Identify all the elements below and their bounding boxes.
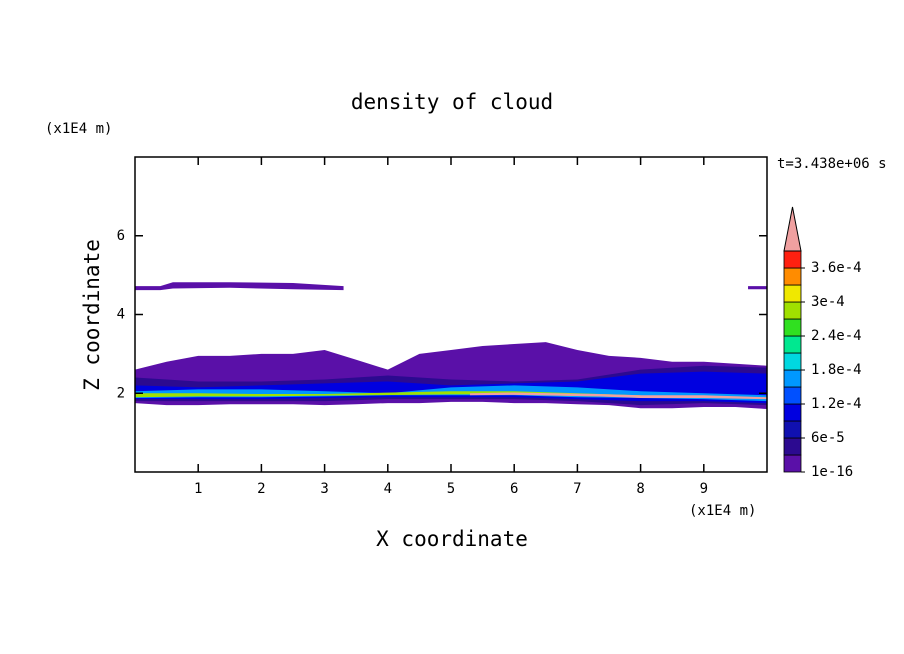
colorbar-band — [783, 386, 802, 405]
x-axis-label: X coordinate — [376, 527, 528, 551]
cloud-layer — [135, 282, 344, 291]
colorbar-band — [783, 352, 802, 371]
colorbar-band — [783, 454, 802, 473]
colorbar-band — [783, 267, 802, 286]
x-tick-label: 4 — [384, 481, 392, 497]
colorbar-band — [783, 420, 802, 439]
colorbar-extend — [783, 206, 802, 252]
cloud-layer — [469, 392, 767, 400]
chart-title: density of cloud — [351, 90, 553, 114]
x-unit: (x1E4 m) — [689, 503, 756, 519]
colorbar-tick-label: 1.8e-4 — [811, 362, 862, 378]
colorbar-band — [783, 369, 802, 388]
colorbar-band — [783, 318, 802, 337]
x-tick-label: 1 — [194, 481, 202, 497]
x-tick-label: 5 — [447, 481, 455, 497]
colorbar-band — [783, 335, 802, 354]
colorbar-tick-label: 2.4e-4 — [811, 328, 862, 344]
colorbar-tick-label: 3e-4 — [811, 294, 845, 310]
colorbar-tick-label: 1.2e-4 — [811, 396, 862, 412]
colorbar-tick-label: 1e-16 — [811, 464, 853, 480]
y-unit: (x1E4 m) — [45, 121, 112, 137]
x-tick-label: 7 — [573, 481, 581, 497]
y-tick-label: 6 — [117, 228, 125, 244]
cloud-layer — [748, 286, 767, 290]
x-tick-label: 6 — [510, 481, 518, 497]
x-tick-label: 3 — [320, 481, 328, 497]
plot-frame — [134, 156, 768, 473]
colorbar-tick-label: 6e-5 — [811, 430, 845, 446]
y-axis-label: Z coordinate — [80, 239, 104, 391]
x-tick-label: 8 — [636, 481, 644, 497]
y-tick-label: 4 — [117, 307, 125, 323]
colorbar-band — [783, 437, 802, 456]
y-tick-label: 2 — [117, 385, 125, 401]
x-tick-label: 2 — [257, 481, 265, 497]
plot-area — [135, 282, 767, 409]
colorbar-band — [783, 250, 802, 269]
colorbar-band — [783, 403, 802, 422]
colorbar-band — [783, 284, 802, 303]
time-annotation: t=3.438e+06 s — [777, 156, 887, 172]
x-tick-label: 9 — [700, 481, 708, 497]
colorbar-tick-label: 3.6e-4 — [811, 260, 862, 276]
colorbar-band — [783, 301, 802, 320]
